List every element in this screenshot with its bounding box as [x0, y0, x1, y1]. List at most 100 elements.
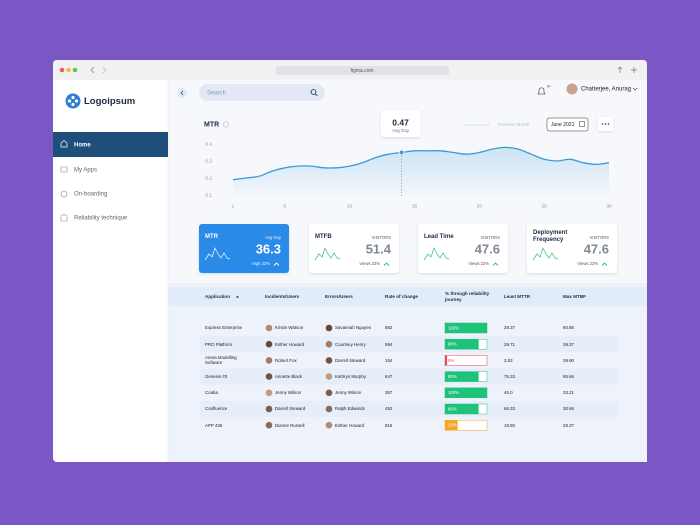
info-icon[interactable]	[223, 121, 229, 128]
person-name-box: Jenny Wilson	[275, 390, 301, 395]
table-cell-box: 154	[385, 358, 392, 363]
table-cell-box: 2.63	[504, 357, 513, 363]
table-cell: 39.90	[563, 357, 574, 363]
logo-icon	[65, 93, 81, 109]
kpi-sparkline	[204, 247, 231, 261]
y-tick-label: 0.2	[205, 175, 212, 181]
period-dropdown[interactable]	[546, 117, 589, 132]
column-header-box: % through reliability journey	[445, 291, 489, 301]
kpi-title-box: Deployment Frequency	[533, 230, 567, 243]
kpi-change: Views 22%	[577, 261, 598, 266]
hover-point	[398, 149, 405, 156]
kpi-trend-icon	[601, 262, 608, 266]
kpi-title-box: MTFB	[315, 233, 332, 240]
x-tick-label: 15	[412, 203, 418, 209]
person-name: Esther Howard	[275, 341, 305, 347]
person-name-box: Darrell Steward	[335, 358, 365, 363]
new-tab-icon[interactable]	[631, 67, 637, 73]
minimize-dot[interactable]	[66, 67, 71, 73]
user-avatar[interactable]	[566, 83, 578, 95]
back-arrow[interactable]	[90, 66, 95, 74]
column-header: Rate of change	[385, 293, 418, 299]
column-header: Application	[205, 293, 231, 299]
person-name-box: Kathryn Murphy	[335, 374, 366, 379]
user-menu-caret[interactable]	[632, 87, 638, 91]
table-cell-box: 18.50	[504, 422, 515, 428]
kpi-sparkline	[532, 247, 559, 261]
chart-title: MTR	[204, 121, 219, 128]
kpi-value: 47.6	[475, 241, 500, 256]
y-tick-label: 0.3	[205, 158, 212, 164]
table-cell-box: 28.37	[504, 325, 515, 331]
close-dot[interactable]	[59, 67, 65, 73]
table-cell-box: 816	[385, 423, 392, 428]
search-box[interactable]	[199, 84, 325, 101]
table-cell-box: 39.90	[563, 357, 574, 363]
person-name-box: Dianne Russell	[275, 423, 305, 428]
url-bar[interactable]	[276, 66, 449, 75]
table-cell-box: 30.66	[563, 406, 574, 412]
table-cell: APP 436	[205, 422, 223, 428]
table-cell: 66.33	[504, 406, 515, 412]
table-cell: 647	[385, 374, 393, 380]
kpi-change: Views 22%	[359, 261, 380, 266]
kpi-title: Lead Time	[424, 233, 454, 240]
column-header: Max MTBF	[563, 293, 586, 299]
menu-item[interactable]: Reliability technique	[74, 216, 128, 222]
table-cell-box: 994	[385, 341, 393, 347]
person-avatar	[265, 389, 273, 397]
kpi-sublabel: VISITORS	[590, 235, 610, 240]
forward-arrow[interactable]	[102, 66, 107, 74]
menu-item[interactable]: My Apps	[74, 168, 97, 174]
kpi-card	[527, 224, 617, 273]
person-name: Savannah Nguyen	[335, 325, 372, 331]
maximize-dot[interactable]	[72, 67, 78, 73]
kpi-value: 36.3	[256, 241, 281, 256]
kpi-sublabel: Avg Day	[265, 235, 282, 240]
x-tick-label: 5	[284, 203, 287, 209]
x-tick-label: 20	[477, 203, 483, 209]
kpi-title: MTFB	[315, 233, 332, 240]
kpi-sublabel: VISITORS	[372, 235, 392, 240]
table-cell: 60.86	[563, 325, 574, 331]
table-cell: 85.66	[563, 374, 574, 380]
menu-item[interactable]: Home	[74, 143, 91, 149]
table-cell: 18.50	[504, 422, 515, 428]
user-name[interactable]: Chatterjee, Anurag	[581, 87, 631, 93]
search-icon[interactable]	[310, 89, 317, 95]
search-icon-handle	[314, 93, 318, 97]
person-name-box: Courtney Henry	[335, 342, 366, 347]
onboarding-icon	[60, 190, 68, 198]
legend-text[interactable]: Previous Month	[498, 122, 530, 127]
collapse-button[interactable]	[177, 88, 187, 98]
person-name: Robert Fox	[275, 357, 297, 363]
table-cell: 28.37	[504, 325, 515, 331]
progress-bar	[445, 355, 448, 366]
logo-text: Logoipsum	[84, 96, 135, 107]
bell-icon[interactable]	[537, 87, 546, 95]
share-icon[interactable]	[617, 66, 623, 73]
x-tick-label: 10	[347, 203, 353, 209]
person-name-box: Ralph Edwards	[335, 406, 365, 411]
kpi-change: Views 22%	[468, 261, 489, 266]
table-cell: 30.66	[563, 406, 574, 412]
kpi-title-box: MTR	[205, 234, 218, 240]
table-cell-box: 647	[385, 374, 393, 380]
table-cell: 2.63	[504, 357, 513, 363]
table-cell: 994	[385, 341, 393, 347]
tooltip	[380, 110, 421, 137]
kpi-sparkline	[314, 247, 341, 261]
tooltip-value: 0.47	[392, 117, 409, 127]
table-cell-box: 85.66	[563, 374, 574, 380]
person-name: Annette Black	[275, 374, 303, 380]
search-placeholder: Search	[207, 91, 226, 97]
column-header: Incidents/Users	[265, 293, 300, 299]
y-tick-label: 0.4	[205, 141, 212, 147]
table-cell: Coaba	[205, 390, 218, 396]
url: figma.com	[350, 68, 373, 74]
person-name-box: Esther Howard	[275, 341, 305, 347]
menu-item[interactable]: On-boarding	[74, 192, 107, 198]
more-dots	[601, 123, 610, 125]
table-cell: 75.33	[504, 374, 515, 380]
